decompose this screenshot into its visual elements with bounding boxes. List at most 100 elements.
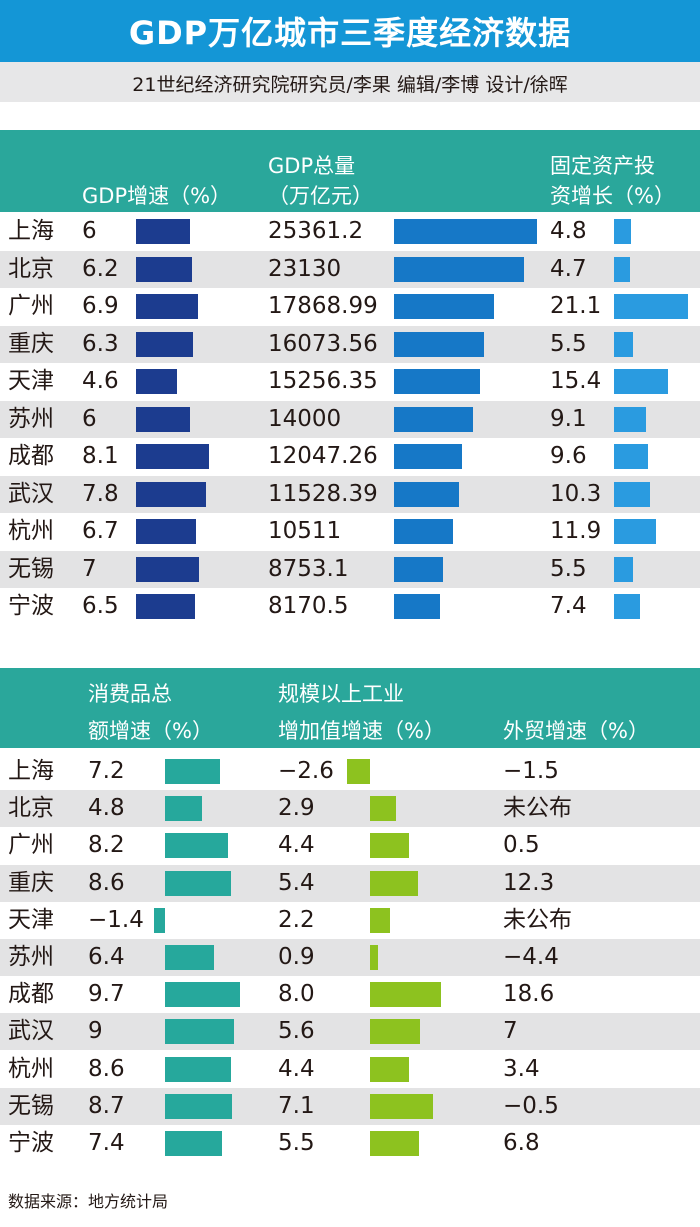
table-row	[0, 325, 700, 363]
value-label: 0.5	[503, 832, 540, 859]
data-bar	[136, 406, 190, 432]
data-bar	[136, 294, 199, 319]
data-bar	[165, 982, 240, 1008]
city-label: 天津	[8, 368, 54, 394]
value-label: 6	[82, 218, 97, 244]
column-header: 增加值增速（%）	[278, 719, 445, 743]
data-bar	[136, 256, 192, 282]
data-bar	[165, 759, 221, 784]
value-label: 10.3	[550, 480, 602, 507]
value-label: 25361.2	[268, 218, 364, 244]
value-label: 15256.35	[268, 368, 378, 394]
value-label: 8.6	[88, 869, 125, 896]
city-label: 成都	[8, 443, 54, 469]
data-bar	[394, 294, 495, 319]
value-label: 4.8	[88, 795, 125, 822]
value-label: 12.3	[503, 869, 555, 896]
value-label: −4.4	[503, 944, 559, 970]
value-label: 0.9	[278, 944, 315, 970]
data-bar	[614, 444, 648, 469]
data-bar	[394, 444, 462, 469]
column-header: GDP总量	[268, 154, 356, 178]
value-label: 6.9	[82, 293, 119, 319]
data-bar	[614, 331, 634, 357]
value-label: 5.5	[278, 1130, 315, 1156]
city-label: 成都	[8, 981, 54, 1008]
table-row	[0, 1013, 700, 1051]
city-label: 上海	[8, 758, 54, 784]
value-label: 4.7	[550, 255, 587, 282]
value-label: 2.9	[278, 795, 315, 822]
city-label: 杭州	[8, 1055, 54, 1082]
city-label: 重庆	[8, 869, 54, 896]
data-bar	[614, 219, 631, 244]
column-header: 规模以上工业	[278, 682, 404, 706]
city-label: 苏州	[8, 405, 54, 432]
data-bar	[370, 796, 396, 822]
value-label: 7.8	[82, 480, 119, 507]
value-label: 9.6	[550, 443, 587, 469]
column-header: 固定资产投	[550, 154, 655, 178]
data-bar	[370, 1019, 420, 1045]
value-label: 3.4	[503, 1055, 540, 1082]
data-bar	[165, 1093, 232, 1119]
data-bar	[614, 519, 656, 544]
table-row	[0, 250, 700, 288]
data-bar	[394, 219, 537, 244]
value-label: 8.0	[278, 981, 315, 1008]
value-label: 4.8	[550, 218, 587, 244]
city-label: 宁波	[8, 1130, 54, 1156]
value-label: 4.6	[82, 368, 119, 394]
value-label: 12047.26	[268, 443, 378, 469]
data-bar	[370, 1093, 434, 1119]
data-bar	[370, 945, 378, 970]
value-label: 2.2	[278, 906, 315, 933]
table-row	[0, 790, 700, 828]
value-label: 15.4	[550, 368, 602, 394]
value-label: 7.1	[278, 1092, 315, 1119]
credits-bar: 21世纪经济研究院研究员/李果 编辑/李博 设计/徐晖	[0, 62, 700, 102]
city-label: 无锡	[8, 1092, 54, 1119]
value-label: −1.4	[88, 906, 144, 933]
city-label: 杭州	[8, 518, 54, 544]
data-bar	[370, 982, 442, 1008]
city-label: 北京	[8, 795, 54, 822]
value-label: 16073.56	[268, 330, 378, 357]
value-label: 未公布	[503, 906, 572, 933]
value-label: 7	[82, 555, 97, 582]
value-label: 8.7	[88, 1092, 125, 1119]
data-bar	[136, 556, 199, 582]
value-label: 8.2	[88, 832, 125, 859]
data-bar	[165, 870, 232, 896]
value-label: 4.4	[278, 832, 315, 859]
data-bar	[394, 481, 459, 507]
data-bar	[346, 759, 370, 784]
data-bar	[394, 369, 480, 394]
column-header: 外贸增速（%）	[503, 719, 649, 743]
table-row	[0, 550, 700, 588]
value-label: 7.2	[88, 758, 125, 784]
value-label: 10511	[268, 518, 342, 544]
city-label: 武汉	[8, 1018, 54, 1045]
value-label: 5.5	[550, 330, 587, 357]
value-label: 5.6	[278, 1018, 315, 1045]
value-label: 11528.39	[268, 480, 378, 507]
value-label: 6.4	[88, 944, 125, 970]
value-label: 8170.5	[268, 593, 349, 619]
table-row	[0, 1087, 700, 1125]
data-bar	[165, 1056, 232, 1082]
data-bar	[394, 406, 473, 432]
data-bar	[136, 444, 209, 469]
value-label: 14000	[268, 405, 342, 432]
data-bar	[165, 1131, 222, 1156]
value-label: 21.1	[550, 293, 602, 319]
table-row	[0, 939, 700, 976]
data-bar	[370, 1056, 410, 1082]
credits-text: 21世纪经济研究院研究员/李果 编辑/李博 设计/徐晖	[132, 74, 568, 96]
data-bar	[370, 870, 419, 896]
data-bar	[370, 1131, 419, 1156]
source-note: 数据来源：地方统计局	[8, 1192, 169, 1211]
data-bar	[136, 331, 193, 357]
value-label: 9.1	[550, 405, 587, 432]
value-label: 8.1	[82, 443, 119, 469]
